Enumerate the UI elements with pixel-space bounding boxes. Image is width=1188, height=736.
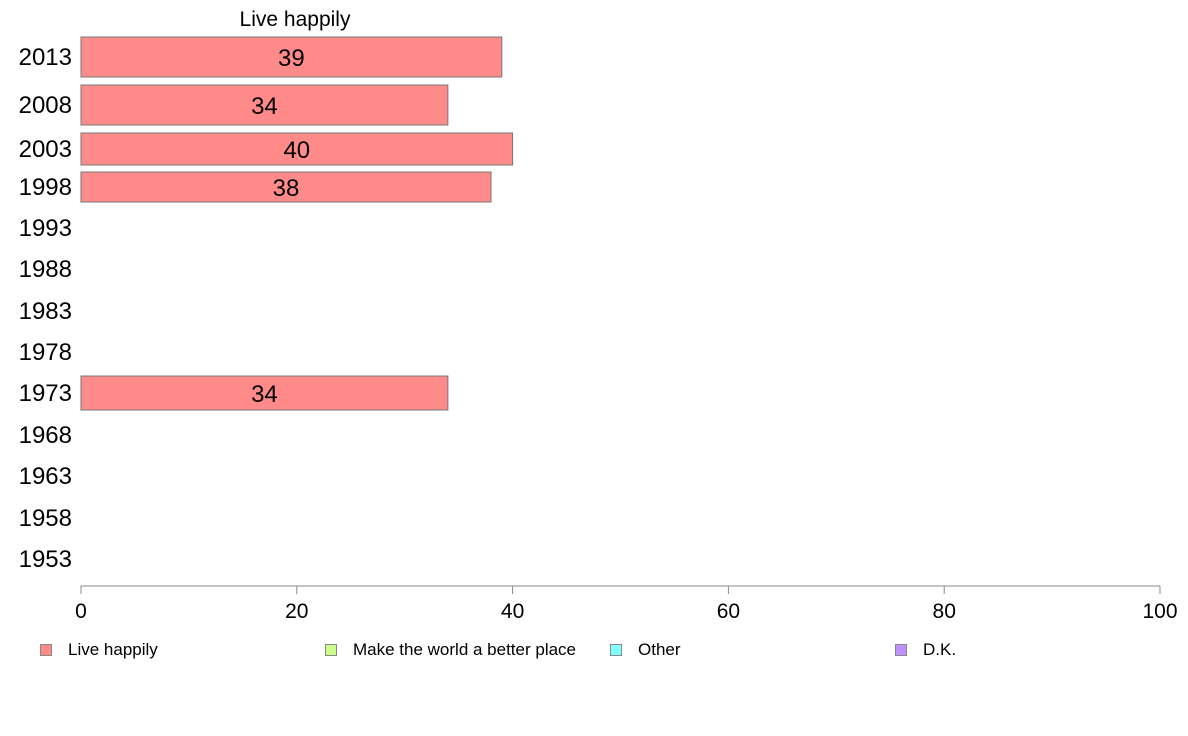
- legend-label: D.K.: [923, 640, 957, 659]
- y-tick-label: 1998: [19, 174, 72, 201]
- legend-swatch-dk: [895, 644, 907, 656]
- x-tick-label: 100: [1142, 600, 1177, 623]
- y-tick-label: 1978: [19, 339, 72, 366]
- legend-label: Make the world a better place: [353, 640, 577, 659]
- data-label-1973: 34: [251, 381, 278, 408]
- bar-2008: [80, 84, 449, 126]
- x-tick-label: 80: [933, 600, 956, 623]
- legend-item-live-happily: Live happily: [40, 640, 158, 660]
- y-axis-labels: 2013 2008 2003 1998 1993 1988 1983 1978 1973 1968…: [19, 44, 72, 573]
- legend-swatch-make-world-better: [325, 644, 337, 656]
- data-label-2013: 39: [278, 45, 305, 72]
- x-tick-label: 0: [75, 600, 87, 623]
- y-tick-label: 1953: [19, 546, 72, 573]
- y-tick-label: 1993: [19, 215, 72, 242]
- y-tick-label: 1988: [19, 256, 72, 283]
- bar-2003: [80, 132, 514, 166]
- bar-1998: [80, 171, 492, 203]
- legend-label: Other: [638, 640, 681, 659]
- y-tick-label: 1973: [19, 380, 72, 407]
- legend-swatch-live-happily: [40, 644, 52, 656]
- y-tick-label: 1983: [19, 298, 72, 325]
- y-tick-label: 2013: [19, 44, 72, 71]
- y-tick-label: 1968: [19, 422, 72, 449]
- data-label-2003: 40: [283, 137, 310, 164]
- legend: Live happily Make the world a better pla…: [0, 640, 1188, 664]
- legend-item-other: Other: [610, 640, 681, 660]
- data-label-1998: 38: [273, 175, 300, 202]
- legend-label: Live happily: [68, 640, 158, 659]
- chart-title: Live happily: [240, 8, 351, 31]
- x-tick-label: 20: [285, 600, 308, 623]
- x-tick-label: 40: [501, 600, 524, 623]
- legend-swatch-other: [610, 644, 622, 656]
- legend-item-make-world-better: Make the world a better place: [325, 640, 576, 660]
- legend-item-dk: D.K.: [895, 640, 956, 660]
- x-axis: 0 20 40 60 80 100: [75, 585, 1178, 623]
- bar-1973: [80, 375, 449, 411]
- y-tick-label: 2003: [19, 136, 72, 163]
- x-tick-label: 60: [717, 600, 740, 623]
- bar-2013: [80, 36, 503, 78]
- data-label-2008: 34: [251, 93, 278, 120]
- y-tick-label: 2008: [19, 92, 72, 119]
- y-tick-label: 1963: [19, 463, 72, 490]
- y-tick-label: 1958: [19, 505, 72, 532]
